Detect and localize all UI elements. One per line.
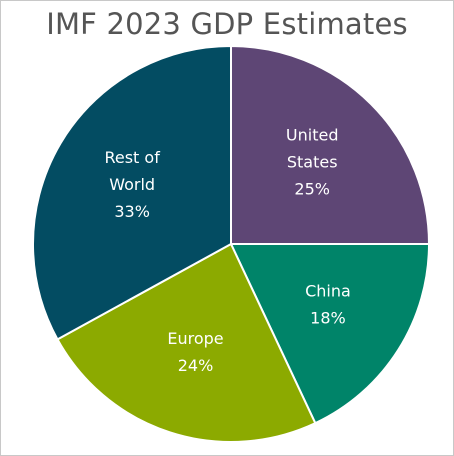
slice-name-label: Rest of [104, 148, 160, 167]
slice-value-label: 25% [294, 179, 330, 198]
pie-slice [230, 44, 431, 245]
slice-name-label: States [287, 152, 338, 171]
slice-value-label: 24% [178, 356, 214, 375]
slice-name-label: China [305, 282, 351, 301]
slice-name-label: United [286, 125, 339, 144]
pie-slice [229, 243, 431, 425]
chart-title: IMF 2023 GDP Estimates [46, 7, 408, 41]
slice-name-label: Europe [167, 329, 223, 348]
pie-slice [32, 44, 232, 341]
pie-slice [56, 242, 317, 443]
slice-value-label: 18% [310, 309, 346, 328]
slice-name-label: World [109, 175, 155, 194]
slice-value-label: 33% [114, 202, 150, 221]
